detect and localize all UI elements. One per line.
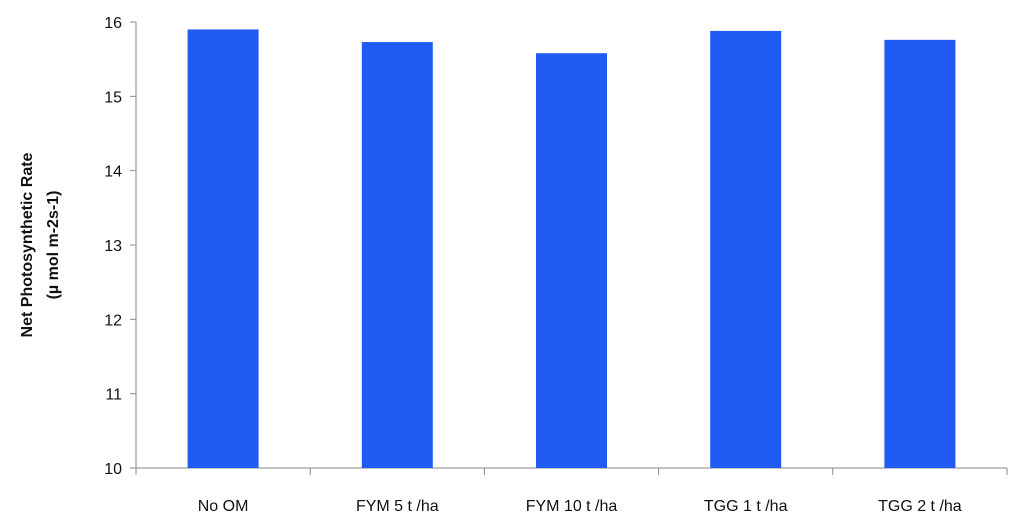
bar <box>884 39 956 469</box>
bar <box>361 42 433 468</box>
x-category-label: FYM 10 t /ha <box>526 498 618 515</box>
y-tick-label: 14 <box>104 164 122 181</box>
bar <box>187 29 259 469</box>
y-tick-label: 11 <box>105 387 122 404</box>
y-axis-title-line-1: Net Photosynthetic Rate <box>19 152 36 337</box>
y-tick-label: 16 <box>104 15 122 32</box>
x-category-label: TGG 2 t /ha <box>878 498 962 515</box>
y-tick-label: 13 <box>104 238 122 255</box>
y-tick-label: 15 <box>104 89 122 106</box>
x-category-label: FYM 5 t /ha <box>356 498 439 515</box>
y-tick-label: 10 <box>104 461 122 478</box>
y-axis-title: Net Photosynthetic Rate (µ mol m-2s-1) <box>19 152 62 337</box>
x-category-label: No OM <box>198 498 249 515</box>
y-axis-title-line-2: (µ mol m-2s-1) <box>45 191 62 300</box>
plot-area: 10 11 12 13 14 15 16 No OM FYM 5 t /ha FYM 10 t /… <box>104 15 1008 515</box>
y-tick-label: 12 <box>104 312 122 329</box>
x-category-label: TGG 1 t /ha <box>704 498 788 515</box>
bar <box>710 30 782 468</box>
bar <box>536 53 607 468</box>
